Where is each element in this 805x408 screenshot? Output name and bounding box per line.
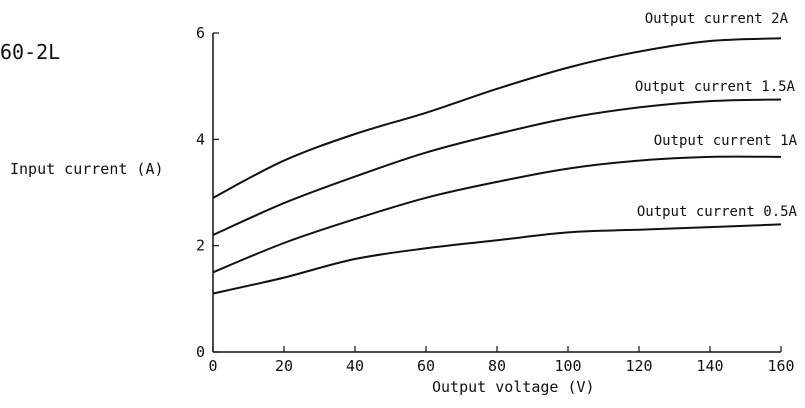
series-labels: Output current 2A Output current 1.5A Outp… [635, 11, 798, 220]
y-tick-label: 6 [196, 24, 205, 42]
series-line-2 [212, 155, 782, 274]
series-lines [212, 37, 782, 295]
series-label-3: Output current 0.5A [637, 204, 798, 220]
x-tick-label: 140 [696, 357, 723, 375]
series-label-0: Output current 2A [645, 11, 789, 27]
series-line-0 [212, 37, 782, 199]
y-axis-label: Input current (A) [10, 160, 164, 178]
x-tick-label: 20 [275, 357, 293, 375]
axes: 0 20 40 60 80 100 120 140 160 0 2 4 6 [196, 24, 795, 375]
series-line-1 [212, 98, 782, 236]
x-tick-label: 100 [554, 357, 581, 375]
x-tick-label: 0 [208, 357, 217, 375]
y-tick-label: 2 [196, 237, 205, 255]
series-label-2: Output current 1A [654, 133, 798, 149]
x-tick-label: 120 [625, 357, 652, 375]
y-tick-label: 0 [196, 343, 205, 361]
x-tick-label: 160 [767, 357, 794, 375]
y-tick-label: 4 [196, 130, 205, 148]
series-line-3 [212, 223, 782, 295]
x-axis-label: Output voltage (V) [432, 378, 595, 396]
series-label-1: Output current 1.5A [635, 79, 796, 95]
x-tick-label: 40 [346, 357, 364, 375]
x-tick-label: 80 [488, 357, 506, 375]
figure-id: 60-2L [0, 40, 61, 64]
x-tick-label: 60 [417, 357, 435, 375]
